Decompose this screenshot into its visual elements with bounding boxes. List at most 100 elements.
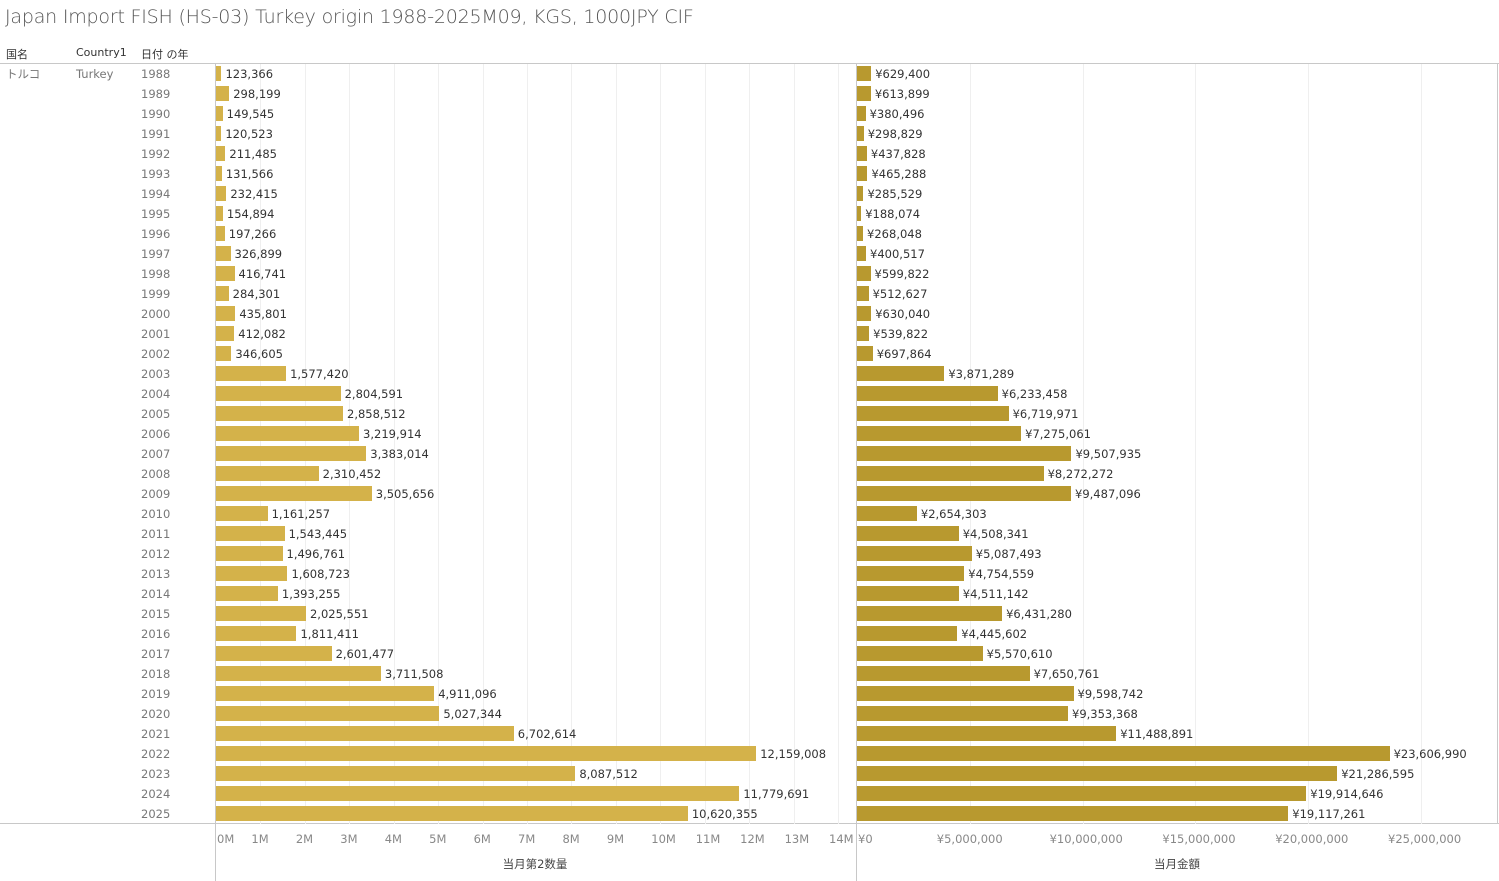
quantity-value-label: 123,366 [225,67,274,81]
value-value-label: ¥465,288 [871,167,927,181]
value-bar [857,186,864,201]
quantity-axis-title: 当月第2数量 [502,857,568,871]
value-bar [857,286,869,301]
value-bar [857,326,870,341]
qty-gridline [438,64,440,824]
value-value-label: ¥697,864 [876,347,932,361]
quantity-value-label: 197,266 [228,227,277,241]
quantity-value-label: 11,779,691 [743,787,810,801]
value-axis-title: 当月金額 [1154,857,1200,871]
value-bar [857,766,1338,781]
qty-tick-label: 4M [384,832,402,846]
quantity-value-label: 1,811,411 [300,627,359,641]
value-value-label: ¥4,511,142 [962,587,1029,601]
value-bar [857,226,864,241]
year-label: 1999 [141,287,171,301]
value-value-label: ¥268,048 [867,227,922,241]
year-label: 2018 [141,667,171,681]
column-header-year[interactable]: 日付 の年 [141,48,189,61]
quantity-value-label: 326,899 [234,247,283,261]
quantity-value-label: 3,219,914 [363,427,422,441]
quantity-value-label: 2,025,551 [309,607,369,621]
value-bar [857,466,1044,481]
value-bar [857,406,1009,421]
value-tick-label: ¥5,000,000 [936,832,1003,846]
quantity-value-label: 2,804,591 [344,387,404,401]
value-value-label: ¥512,627 [872,287,928,301]
value-value-label: ¥2,654,303 [920,507,987,521]
year-label: 2021 [141,727,171,741]
quantity-value-label: 1,543,445 [288,527,348,541]
quantity-bar [216,346,232,361]
year-label: 2010 [141,507,171,521]
value-value-label: ¥11,488,891 [1120,727,1194,741]
value-bar [857,566,965,581]
quantity-bar [216,806,688,821]
qty-gridline [482,64,484,824]
qty-tick-label: 1M [251,832,269,846]
quantity-value-label: 232,415 [230,187,278,201]
quantity-value-label: 131,566 [225,167,274,181]
qty-gridline [660,64,662,824]
qty-gridline [749,64,751,824]
value-value-label: ¥3,871,289 [948,367,1015,381]
qty-tick-label: 6M [473,832,491,846]
qty-gridline [393,64,395,824]
year-label: 2005 [141,407,171,421]
value-bar [857,126,864,141]
year-label: 1991 [141,127,171,141]
quantity-bar [216,506,268,521]
quantity-bar [216,66,222,81]
column-header-country-jp[interactable]: 国名 [6,48,28,61]
quantity-bar [216,246,231,261]
qty-gridline [304,64,306,824]
country-jp-label: トルコ [6,67,41,81]
quantity-value-label: 6,702,614 [517,727,577,741]
quantity-value-label: 12,159,008 [760,747,827,761]
quantity-bar [216,166,222,181]
value-tick-label: ¥0 [858,832,873,846]
value-value-label: ¥539,822 [873,327,929,341]
value-tick-label: ¥15,000,000 [1162,832,1236,846]
value-bar [857,86,871,101]
value-bar [857,486,1072,501]
quantity-bar [216,306,236,321]
qty-gridline [704,64,706,824]
value-bar [857,606,1003,621]
quantity-bar [216,566,288,581]
value-value-label: ¥380,496 [869,107,925,121]
qty-tick-label: 2M [295,832,314,846]
value-bar [857,106,866,121]
quantity-value-label: 1,577,420 [290,367,349,381]
qty-tick-label: 9M [606,832,625,846]
year-label: 2007 [141,447,171,461]
value-value-label: ¥7,650,761 [1033,667,1100,681]
year-label: 2014 [141,587,171,601]
column-header-country[interactable]: Country1 [76,46,127,59]
quantity-bar [216,146,226,161]
quantity-value-label: 2,601,477 [335,647,395,661]
year-label: 1993 [141,167,171,181]
quantity-value-label: 4,911,096 [438,687,497,701]
year-label: 2023 [141,767,171,781]
qty-gridline [571,64,573,824]
year-label: 1996 [141,227,171,241]
header-divider [0,63,1499,64]
value-bar [857,646,983,661]
quantity-bar [216,106,223,121]
value-bar [857,346,873,361]
qty-pane-left-border [215,63,216,881]
quantity-bar [216,266,235,281]
quantity-bar [216,766,576,781]
value-bar [857,666,1030,681]
year-label: 2022 [141,747,171,761]
year-label: 1989 [141,87,171,101]
qty-tick-label: 12M [740,832,765,846]
value-bar [857,506,917,521]
qty-gridline [793,64,795,824]
quantity-bar [216,286,229,301]
qty-tick-label: 10M [651,832,676,846]
quantity-value-label: 8,087,512 [579,767,638,781]
value-gridline [969,64,971,824]
year-label: 2001 [141,327,171,341]
